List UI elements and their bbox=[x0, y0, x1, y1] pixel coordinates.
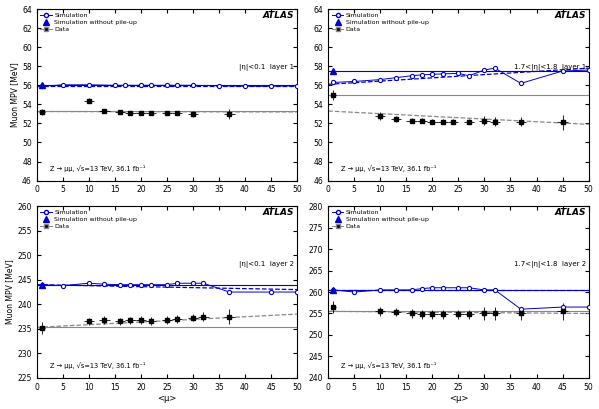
Text: Z → μμ, √s=13 TeV, 36.1 fb⁻¹: Z → μμ, √s=13 TeV, 36.1 fb⁻¹ bbox=[341, 362, 437, 369]
Text: Z → μμ, √s=13 TeV, 36.1 fb⁻¹: Z → μμ, √s=13 TeV, 36.1 fb⁻¹ bbox=[50, 165, 145, 172]
Text: ATLAS: ATLAS bbox=[555, 11, 586, 20]
Text: 1.7<|η|<1.8  layer 2: 1.7<|η|<1.8 layer 2 bbox=[514, 261, 586, 268]
Text: ATLAS: ATLAS bbox=[263, 11, 295, 20]
Y-axis label: Muon MPV [MeV]: Muon MPV [MeV] bbox=[10, 63, 19, 127]
Text: ATLAS: ATLAS bbox=[263, 208, 295, 217]
Text: Z → μμ, √s=13 TeV, 36.1 fb⁻¹: Z → μμ, √s=13 TeV, 36.1 fb⁻¹ bbox=[50, 362, 145, 369]
Y-axis label: Muon MPV [MeV]: Muon MPV [MeV] bbox=[5, 260, 14, 324]
Legend: Simulation, Simulation without pile-up, Data: Simulation, Simulation without pile-up, … bbox=[330, 11, 431, 34]
Text: ATLAS: ATLAS bbox=[555, 208, 586, 217]
X-axis label: <μ>: <μ> bbox=[449, 394, 468, 403]
Legend: Simulation, Simulation without pile-up, Data: Simulation, Simulation without pile-up, … bbox=[330, 208, 431, 231]
Text: Z → μμ, √s=13 TeV, 36.1 fb⁻¹: Z → μμ, √s=13 TeV, 36.1 fb⁻¹ bbox=[341, 165, 437, 172]
Text: |η|<0.1  layer 2: |η|<0.1 layer 2 bbox=[240, 261, 295, 268]
X-axis label: <μ>: <μ> bbox=[157, 394, 177, 403]
Text: |η|<0.1  layer 1: |η|<0.1 layer 1 bbox=[240, 64, 295, 71]
Legend: Simulation, Simulation without pile-up, Data: Simulation, Simulation without pile-up, … bbox=[38, 11, 139, 34]
Text: 1.7<|η|<1.8  layer 1: 1.7<|η|<1.8 layer 1 bbox=[514, 64, 586, 71]
Legend: Simulation, Simulation without pile-up, Data: Simulation, Simulation without pile-up, … bbox=[38, 208, 139, 231]
